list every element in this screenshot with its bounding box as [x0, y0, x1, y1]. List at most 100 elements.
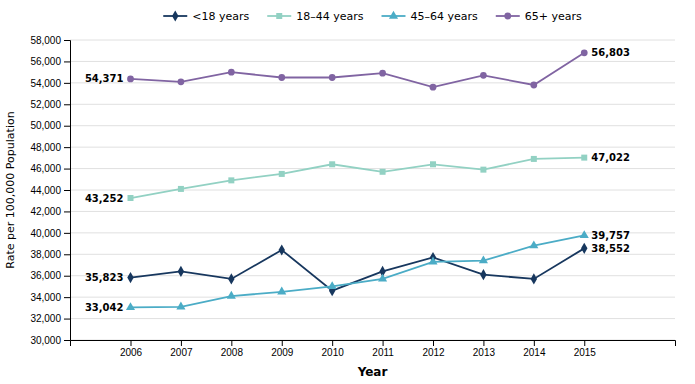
x-tick: 2015 — [574, 340, 597, 358]
grid-line — [70, 82, 675, 83]
point — [430, 161, 436, 167]
legend-swatch-marker — [172, 10, 178, 21]
point — [581, 155, 587, 161]
y-tick-mark — [64, 254, 70, 255]
x-tick-label: 2011 — [372, 347, 394, 358]
y-tick-label: 56,000 — [30, 56, 61, 67]
data-label: 39,757 — [591, 230, 630, 241]
y-tick: 54,000 — [30, 78, 70, 89]
marks — [126, 49, 589, 310]
y-tick: 42,000 — [30, 206, 70, 217]
grid-line — [70, 61, 675, 62]
point — [379, 70, 386, 77]
y-tick: 50,000 — [30, 120, 70, 131]
grid-line — [70, 190, 675, 191]
point — [480, 167, 486, 173]
point — [380, 169, 386, 175]
grid-line — [70, 297, 675, 298]
y-tick: 38,000 — [30, 249, 70, 260]
point — [529, 240, 538, 248]
point — [480, 269, 486, 280]
y-tick-label: 38,000 — [30, 249, 61, 260]
point — [127, 272, 133, 283]
x-tick-mark — [282, 340, 283, 346]
point — [531, 273, 537, 284]
legend: <18 years18–44 years45–64 years65+ years — [163, 10, 582, 23]
point — [531, 156, 537, 162]
point — [176, 302, 185, 310]
y-axis-line — [64, 41, 71, 341]
grid-line — [70, 211, 675, 212]
series-line — [131, 248, 585, 290]
y-tick-label: 54,000 — [30, 78, 61, 89]
x-tick-label: 2006 — [120, 347, 143, 358]
point — [178, 186, 184, 192]
y-tick-mark — [64, 104, 70, 105]
legend-item: <18 years — [163, 10, 249, 23]
y-axis-title: Rate per 100,000 Population — [4, 111, 17, 268]
y-tick-label: 48,000 — [30, 142, 61, 153]
point — [378, 274, 387, 282]
data-label: 47,022 — [591, 152, 630, 163]
y-tick-mark — [64, 83, 70, 84]
data-label: 56,803 — [591, 47, 630, 58]
x-tick: 2008 — [221, 340, 244, 358]
legend-label: 65+ years — [525, 10, 582, 23]
data-label: 54,371 — [85, 73, 124, 84]
y-tick-label: 36,000 — [30, 270, 61, 281]
y-tick: 32,000 — [30, 313, 70, 324]
legend-label: 45–64 years — [411, 10, 479, 23]
point — [227, 291, 236, 299]
x-tick-label: 2014 — [523, 347, 546, 358]
legend-swatch-marker — [504, 13, 511, 20]
x-tick-label: 2012 — [422, 347, 445, 358]
x-tick-mark — [584, 340, 585, 346]
data-label: 35,823 — [85, 272, 124, 283]
grid-line — [70, 104, 675, 105]
x-tick: 2009 — [271, 340, 294, 358]
x-tick-mark — [383, 340, 384, 346]
point — [228, 177, 234, 183]
y-tick-mark — [64, 61, 70, 62]
legend-swatch-marker — [389, 11, 398, 19]
x-tick-mark — [131, 340, 132, 346]
y-tick-mark — [64, 40, 70, 41]
x-tick: 2007 — [170, 340, 193, 358]
y-tick-mark — [64, 319, 70, 320]
x-tick-mark — [534, 340, 535, 346]
point — [329, 74, 336, 81]
series-line — [131, 235, 585, 307]
point — [178, 266, 184, 277]
y-tick-mark — [64, 233, 70, 234]
point — [581, 243, 587, 254]
x-axis-title: Year — [357, 365, 388, 379]
point — [328, 281, 337, 289]
x-tick-mark — [332, 340, 333, 346]
x-tick: 2013 — [473, 340, 496, 358]
y-tick: 46,000 — [30, 163, 70, 174]
point — [277, 287, 286, 295]
x-tick-mark — [433, 340, 434, 346]
y-tick-label: 34,000 — [30, 292, 61, 303]
point — [228, 69, 235, 76]
y-tick-mark — [64, 297, 70, 298]
y-tick: 30,000 — [30, 335, 70, 346]
y-tick-label: 44,000 — [30, 185, 61, 196]
x-tick: 2014 — [523, 340, 546, 358]
grid-line — [70, 168, 675, 169]
point — [279, 244, 285, 255]
x-tick-mark — [181, 340, 182, 346]
y-tick-mark — [64, 147, 70, 148]
x-tick-label: 2015 — [574, 347, 597, 358]
x-axis-line — [71, 341, 676, 347]
x-axis: 2006200720082009201020112012201320142015 — [71, 340, 676, 358]
point — [428, 257, 437, 265]
y-tick: 48,000 — [30, 142, 70, 153]
y-tick: 58,000 — [30, 35, 70, 46]
y-tick-mark — [64, 190, 70, 191]
point — [279, 171, 285, 177]
point — [580, 230, 589, 238]
x-tick: 2006 — [120, 340, 143, 358]
x-tick: 2012 — [422, 340, 445, 358]
x-tick-label: 2008 — [221, 347, 244, 358]
